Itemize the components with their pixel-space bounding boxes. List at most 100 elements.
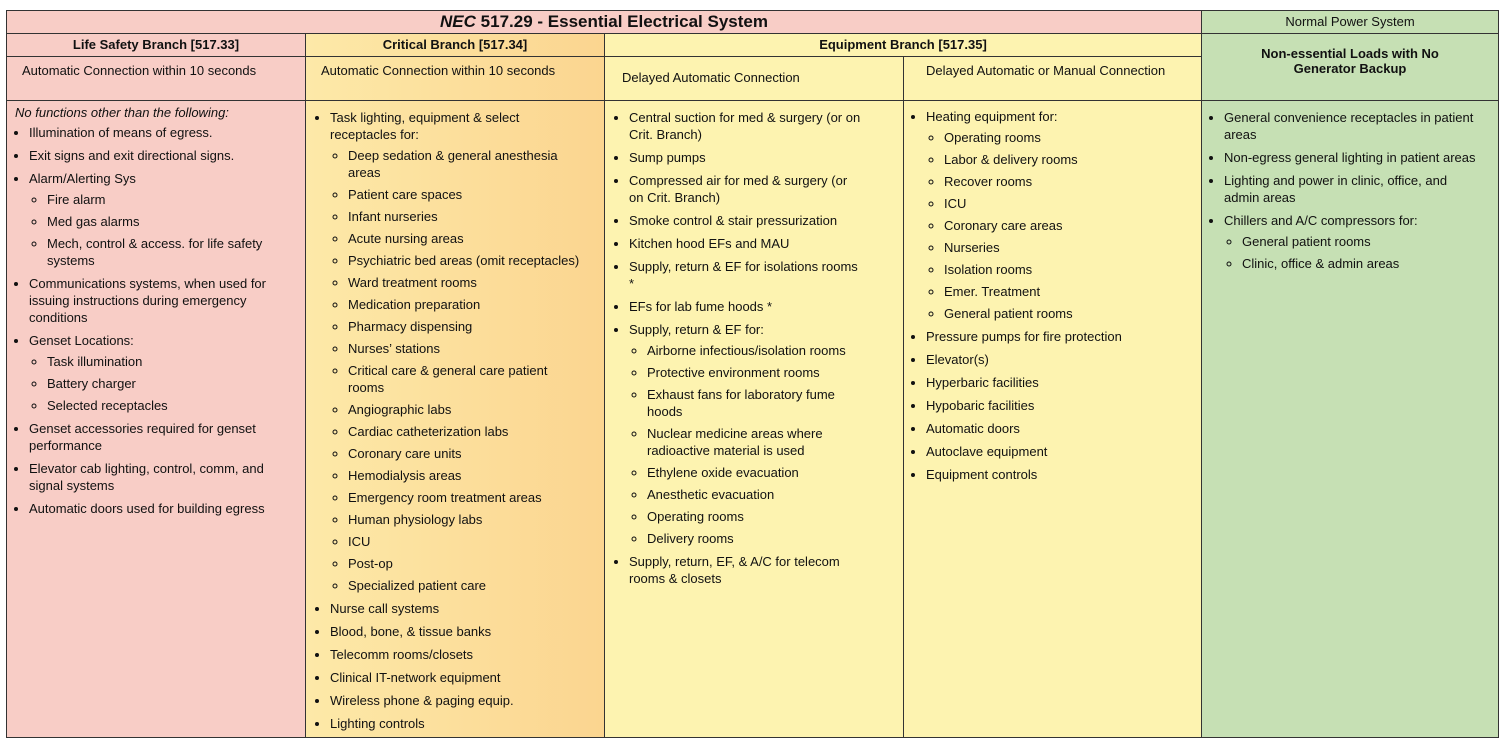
sub-item-text: Coronary care units (348, 446, 462, 461)
sub-item-text: Angiographic labs (348, 402, 452, 417)
list-item: Elevator cab lighting, control, comm, an… (29, 460, 285, 494)
sub-item: Nurseries (944, 239, 1181, 256)
sub-item: ICU (944, 195, 1181, 212)
list-item: Automatic doors used for building egress (29, 500, 285, 517)
list-item: Pressure pumps for fire protection (926, 328, 1181, 345)
sub-item: Airborne infectious/isolation rooms (647, 342, 863, 359)
sub-item-text: Airborne infectious/isolation rooms (647, 343, 846, 358)
sub-item: Emer. Treatment (944, 283, 1181, 300)
branch-cell: Equipment Branch [517.35] (604, 33, 1202, 57)
sub-item: Pharmacy dispensing (348, 318, 584, 335)
sub-item-text: Exhaust fans for laboratory fume hoods (647, 387, 835, 419)
sub-item-text: Emergency room treatment areas (348, 490, 542, 505)
sub-item: Medication preparation (348, 296, 584, 313)
sub-item-text: General patient rooms (944, 306, 1073, 321)
sub-item: Selected receptacles (47, 397, 285, 414)
branch-cell: Critical Branch [517.34] (305, 33, 605, 57)
sub-item: Operating rooms (944, 129, 1181, 146)
connection-cell: Delayed Automatic or Manual Connection (903, 56, 1202, 101)
sub-item: Clinic, office & admin areas (1242, 255, 1483, 272)
sub-item-text: Battery charger (47, 376, 136, 391)
sub-item: Coronary care areas (944, 217, 1181, 234)
sub-item: Labor & delivery rooms (944, 151, 1181, 168)
list-item: Nurse call systems (330, 600, 584, 617)
item-text: Nurse call systems (330, 601, 440, 616)
sub-item: Battery charger (47, 375, 285, 392)
content-cell: Central suction for med & surgery (or on… (604, 100, 904, 738)
item-text: Hypobaric facilities (926, 398, 1035, 413)
sub-item-text: Clinic, office & admin areas (1242, 256, 1400, 271)
content-cell: Heating equipment for: Operating rooms Lab… (903, 100, 1202, 738)
sub-item: Infant nurseries (348, 208, 584, 225)
sub-item-text: Nurseries (944, 240, 1000, 255)
title-cell: NEC 517.29 - Essential Electrical System (6, 10, 1202, 34)
item-text: Kitchen hood EFs and MAU (629, 236, 790, 251)
item-text: Supply, return & EF for: (629, 322, 764, 337)
sub-item-text: ICU (944, 196, 967, 211)
list-item: EFs for lab fume hoods * (629, 298, 863, 315)
list-item: Task lighting, equipment & select recept… (330, 109, 584, 594)
title-code: NEC (440, 12, 476, 31)
sub-item-text: Nuclear medicine areas where radioactive… (647, 426, 823, 458)
list-item: Alarm/Alerting Sys Fire alarm Med gas alar… (29, 170, 285, 269)
item-text: Communications systems, when used for is… (29, 276, 266, 325)
item-text: Lighting and power in clinic, office, an… (1224, 173, 1448, 205)
item-text: Pressure pumps for fire protection (926, 329, 1122, 344)
sub-item: Acute nursing areas (348, 230, 584, 247)
sub-item: Patient care spaces (348, 186, 584, 203)
list: Illumination of means of egress. Exit sig… (7, 124, 285, 517)
sub-item: Exhaust fans for laboratory fume hoods (647, 386, 863, 420)
sub-item: Task illumination (47, 353, 285, 370)
sub-item: Ward treatment rooms (348, 274, 584, 291)
item-text: EFs for lab fume hoods * (629, 299, 773, 314)
connection: Delayed Automatic Connection (622, 70, 800, 85)
list-item: Chillers and A/C compressors for: General… (1224, 212, 1483, 272)
item-text: Automatic doors used for building egress (29, 501, 265, 516)
intro: No functions other than the following: (15, 105, 229, 120)
item-text: Alarm/Alerting Sys (29, 171, 136, 186)
sub-item: Angiographic labs (348, 401, 584, 418)
sub-list: Task illumination Battery charger Selected… (29, 353, 285, 414)
list-item: Smoke control & stair pressurization (629, 212, 863, 229)
item-text: Smoke control & stair pressurization (629, 213, 838, 228)
list-item: Lighting and power in clinic, office, an… (1224, 172, 1483, 206)
list-item: Equipment controls (926, 466, 1181, 483)
sub-item: Coronary care units (348, 445, 584, 462)
item-text: Central suction for med & surgery (or on… (629, 110, 861, 142)
sub-item: General patient rooms (944, 305, 1181, 322)
list-item: Genset Locations: Task illumination Batter… (29, 332, 285, 414)
sub-item-text: Fire alarm (47, 192, 106, 207)
sub-list: Operating rooms Labor & delivery rooms Rec… (926, 129, 1181, 322)
sub-item: Critical care & general care patient roo… (348, 362, 584, 396)
sub-item: Hemodialysis areas (348, 467, 584, 484)
sub-item-text: Isolation rooms (944, 262, 1033, 277)
list-item: Central suction for med & surgery (or on… (629, 109, 863, 143)
item-text: Equipment controls (926, 467, 1038, 482)
list-item: Supply, return & EF for: Airborne infecti… (629, 321, 863, 547)
sub-item-text: Critical care & general care patient roo… (348, 363, 548, 395)
sub-item: Fire alarm (47, 191, 285, 208)
sub-item: Nurses’ stations (348, 340, 584, 357)
content-cell: General convenience receptacles in patie… (1201, 100, 1499, 738)
sub-item-text: Med gas alarms (47, 214, 140, 229)
list-item: Blood, bone, & tissue banks (330, 623, 584, 640)
sub-item-text: Acute nursing areas (348, 231, 464, 246)
branch-name: Non-essential Loads with No Generator Ba… (1261, 46, 1439, 76)
sub-item-text: Patient care spaces (348, 187, 463, 202)
sub-item-text: Medication preparation (348, 297, 481, 312)
sub-item: Nuclear medicine areas where radioactive… (647, 425, 863, 459)
sub-item-text: Nurses’ stations (348, 341, 440, 356)
item-text: Task lighting, equipment & select recept… (330, 110, 520, 142)
item-text: Wireless phone & paging equip. (330, 693, 514, 708)
item-text: Compressed air for med & surgery (or on … (629, 173, 848, 205)
sub-item-text: Infant nurseries (348, 209, 438, 224)
title: 517.29 - Essential Electrical System (480, 12, 768, 31)
sub-item-text: Delivery rooms (647, 531, 734, 546)
branch-cell: Life Safety Branch [517.33] (6, 33, 306, 57)
sub-item-text: Ethylene oxide evacuation (647, 465, 799, 480)
item-text: Illumination of means of egress. (29, 125, 213, 140)
sub-list: Airborne infectious/isolation rooms Prote… (629, 342, 863, 547)
list-item: General convenience receptacles in patie… (1224, 109, 1483, 143)
item-text: Blood, bone, & tissue banks (330, 624, 492, 639)
sub-item-text: Protective environment rooms (647, 365, 820, 380)
